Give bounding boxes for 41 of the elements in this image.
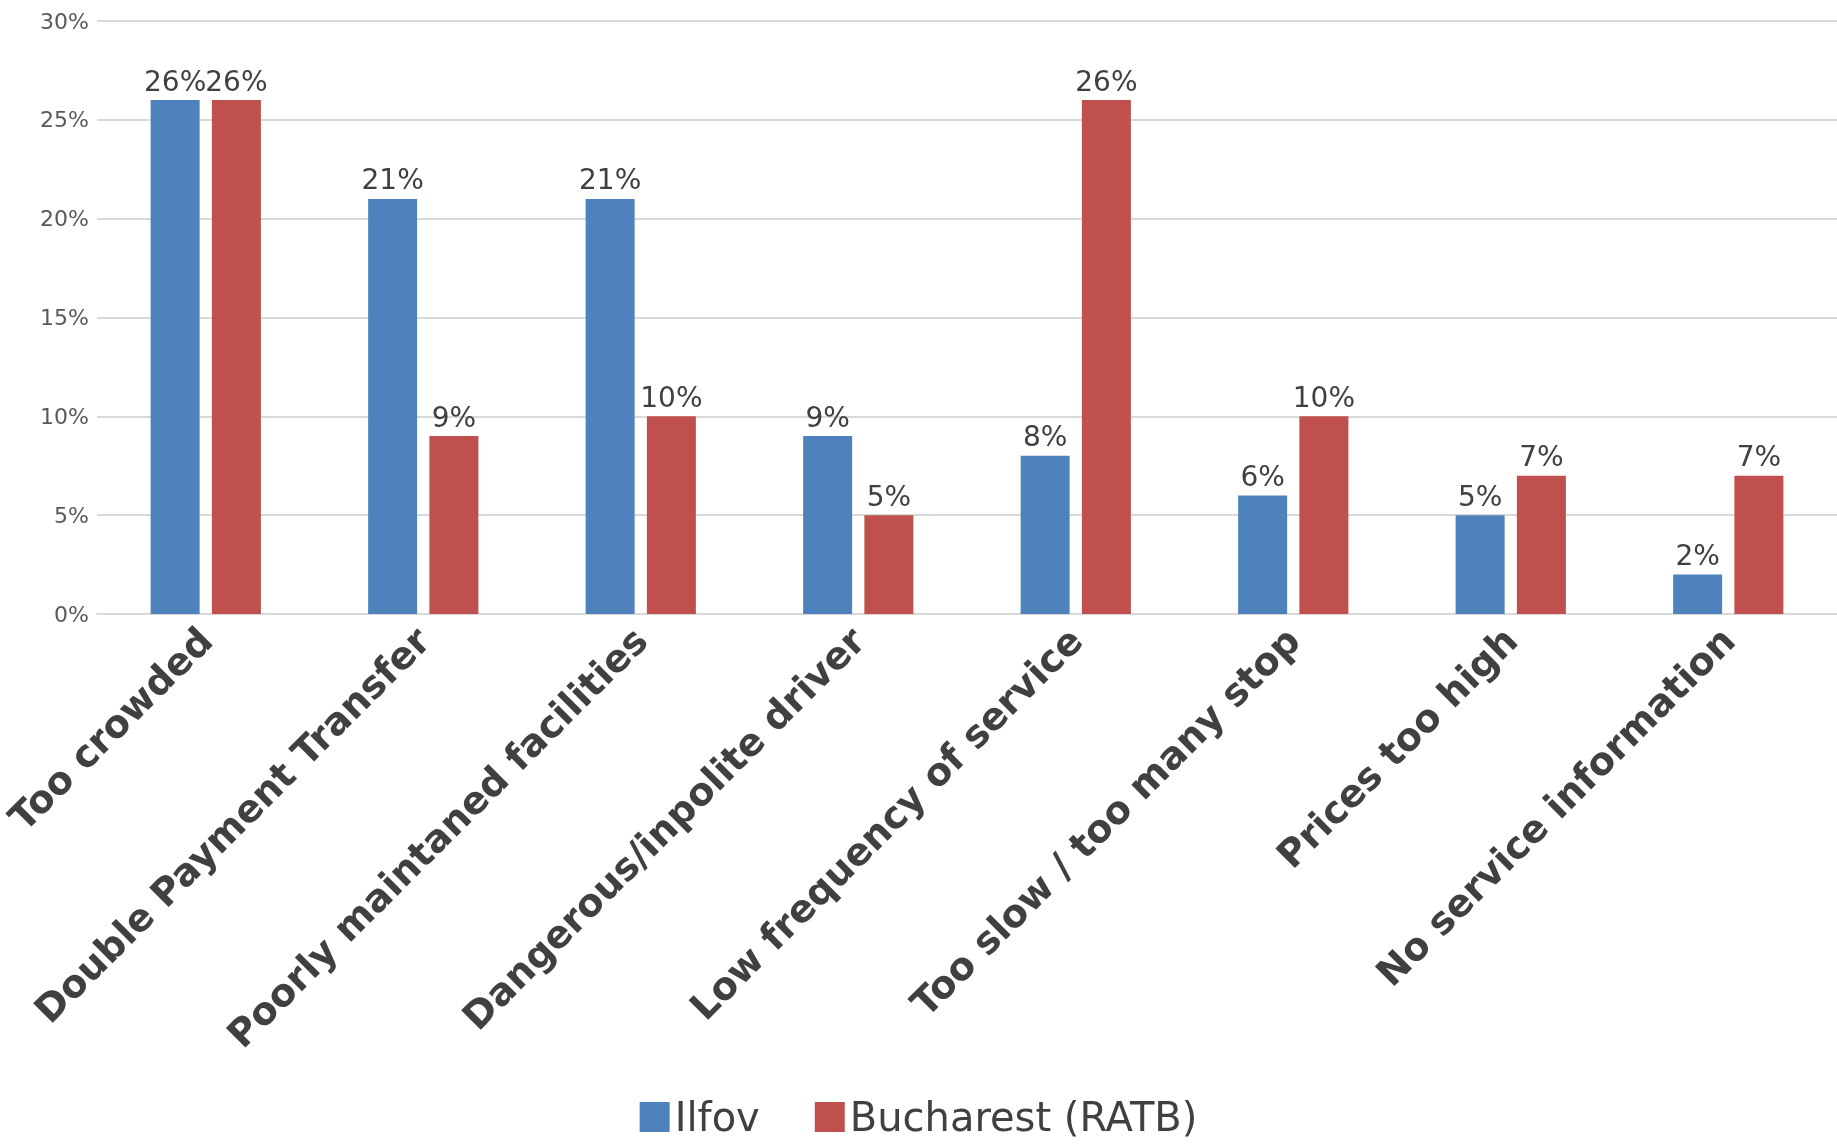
data-label: 8%	[1022, 420, 1068, 454]
data-label: 7%	[1519, 440, 1564, 474]
bar	[1020, 455, 1070, 614]
bar	[803, 436, 853, 614]
bar	[1238, 495, 1288, 614]
bar	[864, 515, 914, 614]
y-tick-label: 0%	[54, 601, 89, 627]
y-tick-label: 10%	[40, 403, 89, 429]
data-label: 6%	[1240, 459, 1285, 493]
data-label: 9%	[805, 400, 850, 434]
y-tick-label: 5%	[54, 502, 89, 528]
data-label: 10%	[1292, 380, 1355, 414]
data-label: 26%	[144, 64, 207, 98]
bar	[1455, 515, 1505, 614]
bar	[585, 198, 635, 614]
data-label: 26%	[1075, 64, 1138, 98]
y-tick-label: 20%	[40, 206, 89, 232]
bar	[1516, 475, 1566, 614]
bar	[211, 100, 261, 614]
data-label: 21%	[579, 163, 642, 197]
legend-label: Bucharest (RATB)	[849, 1094, 1198, 1140]
bar	[1081, 100, 1131, 614]
bar	[150, 100, 200, 614]
bar	[429, 436, 479, 614]
data-label: 5%	[1457, 479, 1503, 513]
data-label: 2%	[1675, 538, 1720, 572]
y-tick-label: 30%	[40, 8, 89, 34]
bar	[646, 416, 696, 614]
legend-label: Ilfov	[674, 1094, 760, 1140]
y-tick-label: 15%	[40, 305, 89, 330]
data-label: 21%	[361, 163, 424, 197]
bar	[1299, 416, 1349, 614]
data-label: 7%	[1736, 440, 1782, 474]
y-tick-label: 25%	[40, 107, 89, 133]
data-label: 26%	[205, 64, 268, 98]
bar	[368, 198, 418, 614]
data-label: 10%	[640, 380, 703, 414]
bar	[1734, 475, 1784, 614]
bar	[1673, 574, 1723, 614]
data-label: 5%	[866, 479, 912, 513]
data-label: 9%	[431, 400, 477, 434]
